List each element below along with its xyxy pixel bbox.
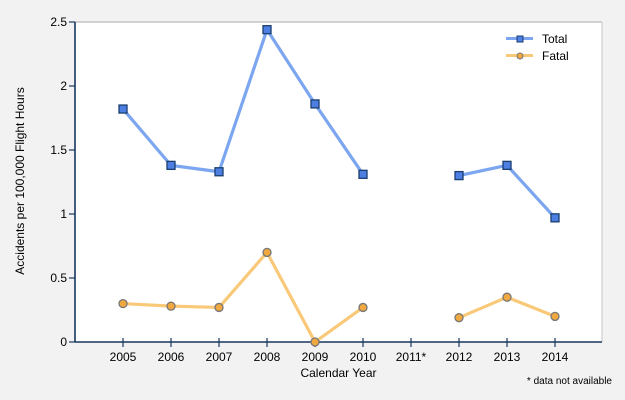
- y-tick-label: 1.5: [50, 143, 67, 157]
- fatal-marker: [502, 292, 512, 302]
- total-marker: [214, 167, 224, 177]
- x-tick-label: 2010: [350, 350, 377, 364]
- total-marker: [502, 160, 512, 171]
- total-marker: [454, 170, 464, 181]
- y-tick-label: 0.5: [50, 271, 67, 285]
- y-tick-label: 2.5: [50, 15, 67, 29]
- fatal-marker: [118, 298, 128, 309]
- x-tick-label: 2011*: [396, 350, 427, 364]
- fatal-marker: [310, 337, 320, 347]
- total-line: [121, 28, 365, 176]
- total-marker: [310, 99, 320, 109]
- x-tick-label: 2008: [254, 350, 281, 364]
- fatal-line-sample: [506, 52, 533, 59]
- x-tick-label: 2006: [158, 350, 185, 364]
- fatal-marker: [262, 247, 272, 258]
- fatal-circle-marker-icon: [516, 52, 523, 59]
- fatal-marker: [166, 301, 176, 311]
- y-tick-label: 1: [60, 207, 67, 221]
- x-axis-title: Calendar Year: [300, 366, 377, 380]
- total-marker: [358, 169, 368, 179]
- x-tick-label: 2009: [302, 350, 329, 364]
- total-marker: [550, 213, 560, 223]
- x-tick-label: 2014: [542, 350, 569, 364]
- y-axis-title: Accidents per 100,000 Flight Hours: [13, 87, 27, 275]
- y-tick-label: 0: [60, 335, 67, 349]
- legend-label-total: Total: [542, 31, 568, 46]
- legend-label-fatal: Fatal: [542, 48, 569, 63]
- legend: Total Fatal: [506, 30, 569, 64]
- x-tick-label: 2012: [446, 350, 473, 364]
- total-marker: [118, 104, 128, 114]
- fatal-marker: [358, 302, 368, 313]
- x-tick-label: 2007: [206, 350, 233, 364]
- legend-item-total: Total: [506, 30, 569, 47]
- x-tick-label: 2005: [110, 350, 137, 364]
- total-marker: [262, 25, 272, 35]
- y-tick-label: 2: [60, 79, 67, 93]
- total-line-sample: [506, 35, 533, 42]
- fatal-line: [121, 250, 365, 344]
- fatal-marker: [454, 313, 464, 323]
- legend-item-fatal: Fatal: [506, 47, 569, 64]
- total-marker: [166, 160, 176, 171]
- fatal-marker: [550, 311, 560, 322]
- x-tick-label: 2013: [494, 350, 521, 364]
- footnote: * data not available: [526, 376, 612, 387]
- plot-background: [75, 22, 602, 342]
- total-square-marker-icon: [516, 35, 523, 42]
- fatal-marker: [214, 302, 224, 313]
